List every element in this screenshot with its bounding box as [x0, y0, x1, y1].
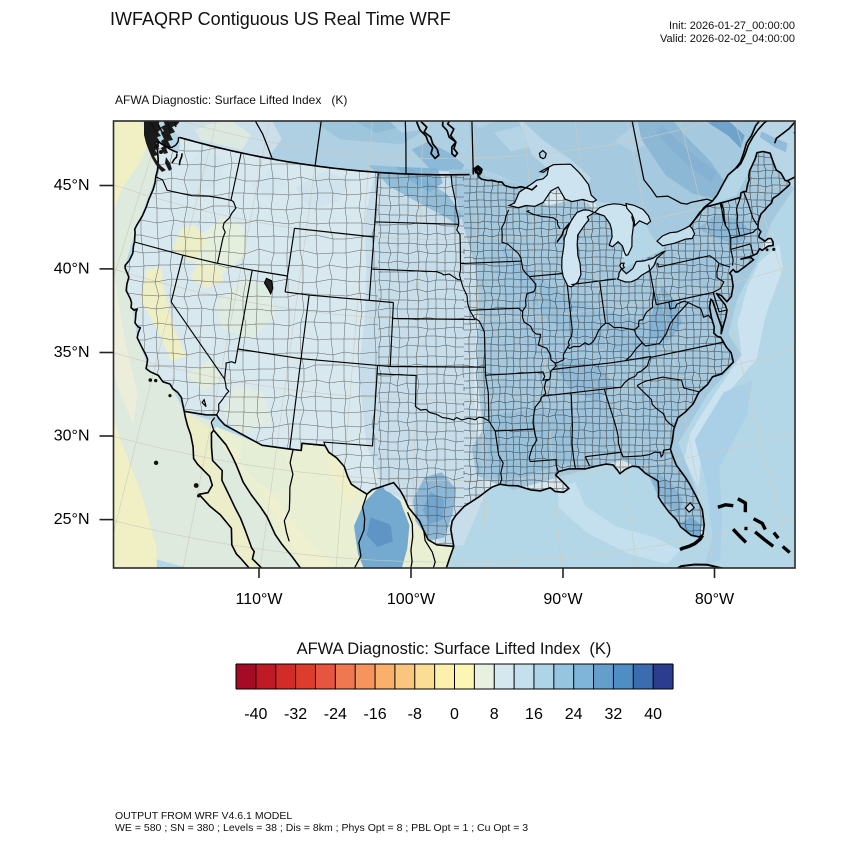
svg-text:8: 8	[490, 706, 499, 723]
svg-text:80°W: 80°W	[695, 591, 735, 608]
svg-text:110°W: 110°W	[235, 591, 283, 608]
svg-text:25°N: 25°N	[54, 511, 90, 528]
svg-text:35°N: 35°N	[54, 344, 90, 361]
svg-text:16: 16	[525, 706, 543, 723]
svg-text:24: 24	[565, 706, 583, 723]
svg-text:-16: -16	[363, 706, 386, 723]
svg-text:45°N: 45°N	[54, 177, 90, 194]
svg-text:-8: -8	[408, 706, 422, 723]
svg-text:-40: -40	[244, 706, 267, 723]
svg-text:-32: -32	[284, 706, 307, 723]
svg-text:30°N: 30°N	[54, 428, 90, 445]
svg-text:90°W: 90°W	[543, 591, 583, 608]
svg-text:-24: -24	[324, 706, 347, 723]
svg-text:40°N: 40°N	[54, 260, 90, 277]
svg-text:100°W: 100°W	[387, 591, 436, 608]
svg-text:32: 32	[605, 706, 623, 723]
svg-text:40: 40	[644, 706, 662, 723]
svg-text:0: 0	[450, 706, 459, 723]
